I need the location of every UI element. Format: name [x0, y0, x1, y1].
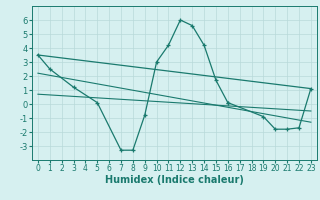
- X-axis label: Humidex (Indice chaleur): Humidex (Indice chaleur): [105, 175, 244, 185]
